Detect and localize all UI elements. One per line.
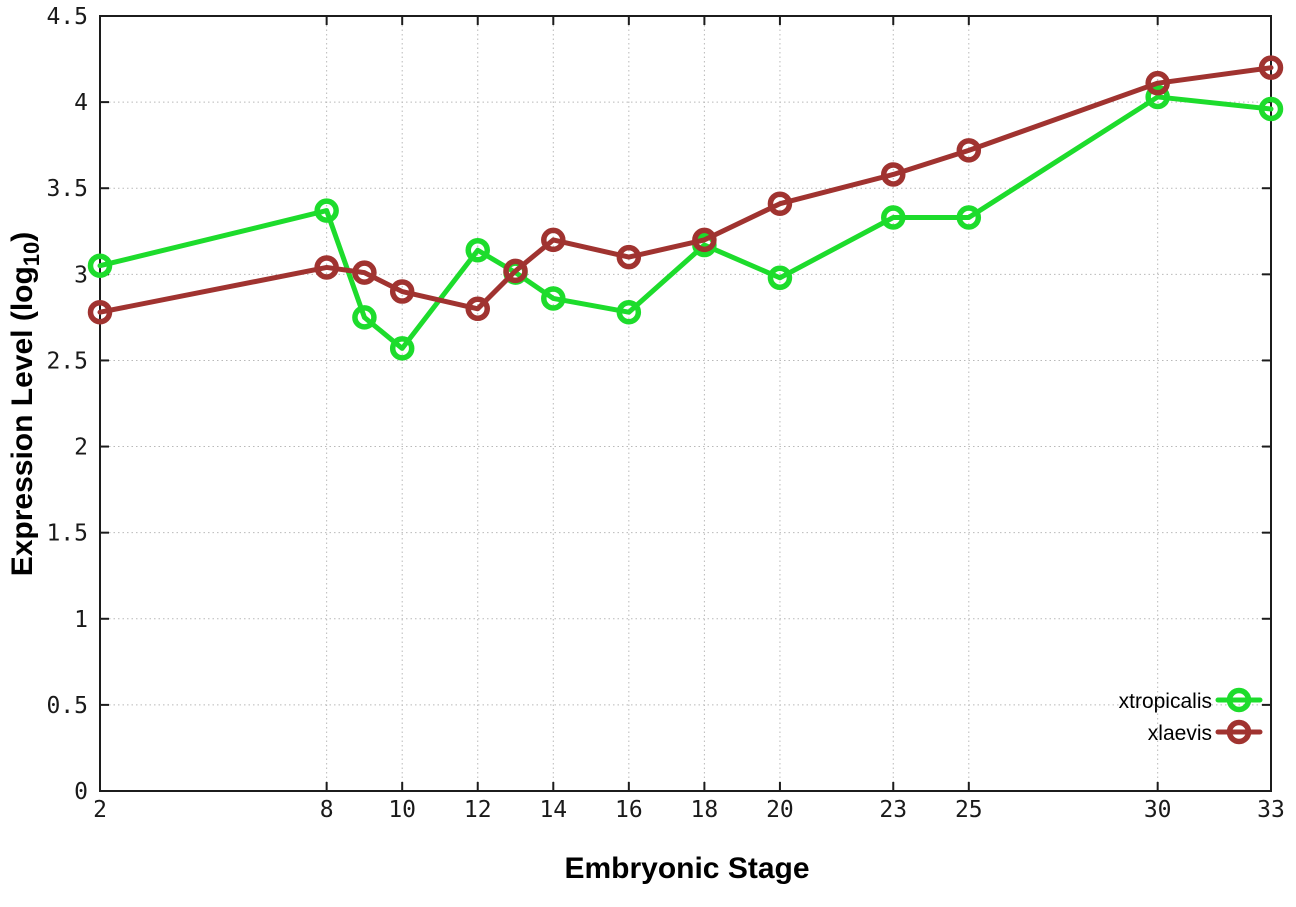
- x-tick-label: 12: [464, 797, 492, 823]
- data-point-xtropicalis: [465, 237, 490, 263]
- y-tick-label: 0.5: [46, 693, 88, 719]
- y-tick-label: 1.5: [46, 521, 88, 547]
- y-tick-label: 4: [74, 90, 88, 116]
- y-axis-title: Expression Level (log10): [6, 232, 44, 577]
- data-point-xlaevis: [503, 258, 528, 284]
- x-tick-label: 30: [1144, 797, 1172, 823]
- data-point-xlaevis: [541, 227, 566, 253]
- legend-sample-marker-xtropicalis: [1226, 687, 1252, 713]
- series: [87, 55, 1284, 361]
- data-point-xtropicalis: [314, 198, 339, 223]
- x-tick-label: 25: [955, 797, 983, 823]
- data-point-xlaevis: [87, 299, 113, 325]
- grid: [100, 16, 1271, 791]
- data-point-xlaevis: [314, 255, 339, 280]
- data-point-xtropicalis: [352, 305, 377, 330]
- y-tick-label: 1: [74, 607, 88, 633]
- y-tick-label: 2.5: [46, 348, 88, 374]
- y-tick-label: 3.5: [46, 176, 88, 202]
- data-point-xlaevis: [956, 138, 982, 163]
- x-tick-label: 33: [1257, 797, 1285, 823]
- plot-border: [99, 15, 1272, 792]
- plot-frame: [99, 15, 1272, 792]
- data-point-xlaevis: [767, 191, 793, 216]
- x-axis-title: Embryonic Stage: [564, 852, 809, 885]
- data-point-xlaevis: [1145, 70, 1170, 96]
- legend: xtropicalis xlaevis: [1119, 687, 1263, 745]
- data-point-xtropicalis: [1145, 84, 1170, 110]
- y-tick-label: 3: [74, 262, 88, 288]
- data-point-xtropicalis: [87, 253, 113, 278]
- x-tick-label: 10: [388, 797, 416, 823]
- legend-sample-marker-xlaevis: [1226, 719, 1252, 745]
- tick-labels: 2 8 10 12 14 16 18 20 23 25 30 33 0 0.5 1 1.5 2 2.5 3 3.5 4 4…: [46, 4, 1284, 823]
- data-point-xtropicalis: [541, 286, 566, 311]
- line-xtropicalis: [97, 94, 1274, 351]
- x-tick-label: 16: [615, 797, 643, 823]
- y-tick-label: 2: [74, 435, 88, 461]
- data-point-xtropicalis: [616, 299, 642, 325]
- data-point-xtropicalis: [389, 336, 415, 361]
- data-point-xlaevis: [352, 260, 377, 285]
- x-tick-label: 14: [539, 797, 567, 823]
- data-point-xlaevis: [1258, 55, 1284, 80]
- data-point-xtropicalis: [881, 205, 906, 230]
- x-tick-label: 23: [879, 797, 907, 823]
- data-point-xlaevis: [692, 227, 717, 253]
- x-tick-label: 2: [93, 797, 107, 823]
- legend-label-xlaevis: xlaevis: [1148, 722, 1212, 745]
- data-point-xlaevis: [616, 244, 642, 270]
- legend-label-xtropicalis: xtropicalis: [1119, 690, 1212, 713]
- data-point-xtropicalis: [1258, 96, 1284, 122]
- data-point-xtropicalis: [767, 265, 793, 291]
- x-tick-label: 18: [691, 797, 719, 823]
- data-point-xlaevis: [465, 296, 490, 322]
- y-tick-label: 0: [74, 779, 88, 805]
- x-tick-label: 8: [320, 797, 334, 823]
- line-xlaevis: [97, 65, 1274, 315]
- data-point-xlaevis: [881, 162, 906, 187]
- y-tick-label: 4.5: [46, 4, 88, 30]
- x-tick-label: 20: [766, 797, 794, 823]
- data-point-xtropicalis: [956, 205, 982, 230]
- data-point-xlaevis: [389, 279, 415, 304]
